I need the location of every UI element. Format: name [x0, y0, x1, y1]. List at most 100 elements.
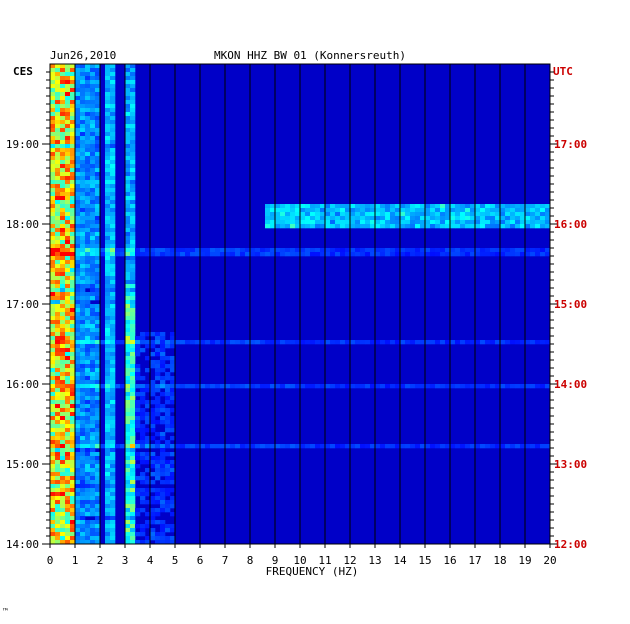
heatmap-cell	[295, 252, 301, 257]
heatmap-cell	[60, 472, 66, 477]
heatmap-cell	[410, 444, 416, 449]
heatmap-cell	[320, 204, 326, 209]
heatmap-cell	[110, 212, 116, 217]
heatmap-cell	[265, 212, 271, 217]
heatmap-cell	[55, 452, 61, 457]
heatmap-cell	[65, 192, 71, 197]
heatmap-cell	[170, 444, 176, 449]
heatmap-cell	[55, 168, 61, 173]
heatmap-cell	[505, 208, 511, 213]
heatmap-cell	[90, 344, 96, 349]
heatmap-cell	[75, 72, 81, 77]
heatmap-cell	[90, 444, 96, 449]
heatmap-cell	[360, 248, 366, 253]
heatmap-cell	[165, 524, 171, 529]
heatmap-cell	[50, 444, 56, 449]
heatmap-cell	[430, 212, 436, 217]
heatmap-cell	[435, 248, 441, 253]
heatmap-cell	[535, 204, 541, 209]
heatmap-cell	[540, 384, 546, 389]
heatmap-cell	[50, 504, 56, 509]
heatmap-cell	[280, 248, 286, 253]
heatmap-cell	[70, 176, 76, 181]
heatmap-cell	[110, 524, 116, 529]
heatmap-cell	[75, 436, 81, 441]
heatmap-cell	[110, 164, 116, 169]
heatmap-cell	[160, 540, 166, 545]
heatmap-cell	[110, 368, 116, 373]
heatmap-cell	[110, 192, 116, 197]
heatmap-cell	[145, 436, 151, 441]
heatmap-cell	[465, 444, 471, 449]
heatmap-cell	[125, 292, 131, 297]
heatmap-cell	[130, 536, 136, 541]
heatmap-cell	[85, 112, 91, 117]
heatmap-cell	[325, 444, 331, 449]
heatmap-cell	[165, 416, 171, 421]
heatmap-cell	[140, 388, 146, 393]
heatmap-cell	[105, 100, 111, 105]
heatmap-cell	[125, 368, 131, 373]
heatmap-cell	[60, 344, 66, 349]
heatmap-cell	[525, 224, 531, 229]
heatmap-cell	[265, 224, 271, 229]
heatmap-cell	[485, 204, 491, 209]
heatmap-cell	[130, 68, 136, 73]
heatmap-cell	[65, 64, 71, 69]
heatmap-cell	[110, 336, 116, 341]
heatmap-cell	[75, 124, 81, 129]
heatmap-cell	[420, 340, 426, 345]
heatmap-cell	[75, 92, 81, 97]
heatmap-cell	[65, 456, 71, 461]
heatmap-cell	[70, 232, 76, 237]
x-tick-label: 13	[368, 554, 381, 567]
heatmap-cell	[105, 172, 111, 177]
heatmap-cell	[105, 164, 111, 169]
heatmap-cell	[75, 184, 81, 189]
heatmap-cell	[60, 364, 66, 369]
heatmap-cell	[50, 372, 56, 377]
heatmap-cell	[490, 204, 496, 209]
heatmap-cell	[475, 212, 481, 217]
heatmap-cell	[495, 384, 501, 389]
heatmap-cell	[110, 472, 116, 477]
heatmap-cell	[95, 64, 101, 69]
heatmap-cell	[160, 384, 166, 389]
heatmap-cell	[85, 528, 91, 533]
heatmap-cell	[130, 128, 136, 133]
heatmap-cell	[255, 384, 261, 389]
heatmap-cell	[85, 252, 91, 257]
heatmap-cell	[65, 364, 71, 369]
x-tick-label: 7	[222, 554, 229, 567]
heatmap-cell	[110, 208, 116, 213]
heatmap-cell	[540, 444, 546, 449]
heatmap-cell	[125, 504, 131, 509]
heatmap-cell	[65, 380, 71, 385]
heatmap-cell	[55, 212, 61, 217]
heatmap-cell	[90, 348, 96, 353]
heatmap-cell	[110, 420, 116, 425]
heatmap-cell	[280, 220, 286, 225]
heatmap-cell	[110, 488, 116, 493]
heatmap-cell	[90, 244, 96, 249]
heatmap-cell	[285, 444, 291, 449]
heatmap-cell	[130, 252, 136, 257]
heatmap-cell	[150, 412, 156, 417]
heatmap-cell	[110, 220, 116, 225]
heatmap-cell	[125, 132, 131, 137]
heatmap-cell	[305, 340, 311, 345]
heatmap-cell	[125, 168, 131, 173]
heatmap-cell	[90, 180, 96, 185]
heatmap-cell	[60, 248, 66, 253]
heatmap-cell	[145, 404, 151, 409]
heatmap-cell	[130, 220, 136, 225]
heatmap-cell	[500, 248, 506, 253]
heatmap-cell	[75, 444, 81, 449]
y-tick-label-local: 14:00	[6, 538, 39, 551]
heatmap-cell	[65, 116, 71, 121]
heatmap-cell	[75, 168, 81, 173]
heatmap-cell	[90, 540, 96, 545]
heatmap-cell	[530, 252, 536, 257]
heatmap-cell	[130, 196, 136, 201]
